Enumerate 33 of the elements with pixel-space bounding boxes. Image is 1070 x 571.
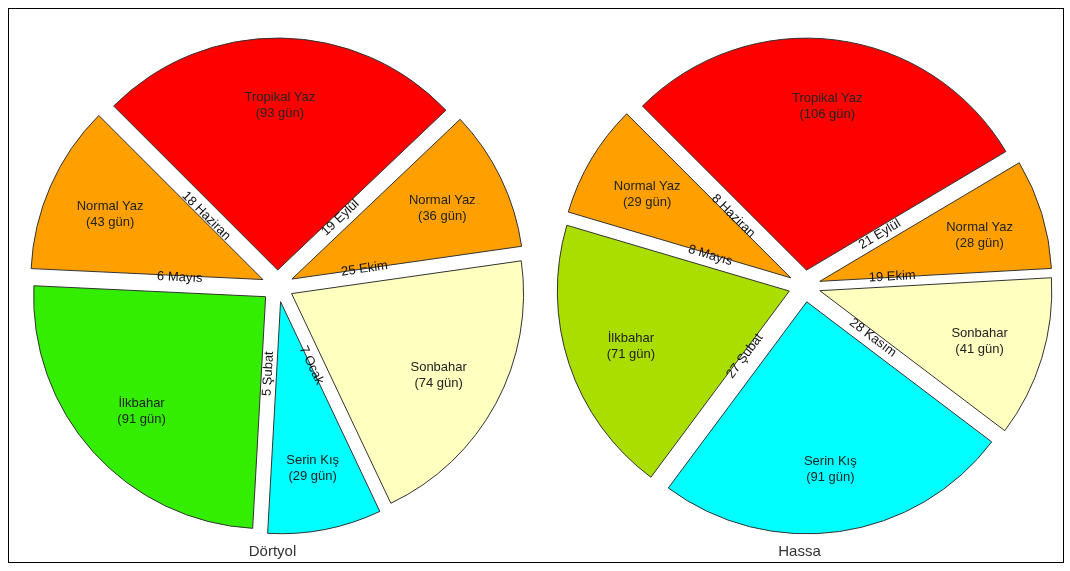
data-label: (43 gün)	[85, 213, 135, 229]
data-label: (29 gün)	[622, 194, 672, 210]
slice-label: Serin Kış	[803, 453, 858, 469]
text: 6 Mayıs	[156, 268, 204, 286]
text: 21 Eylül	[855, 215, 904, 252]
data-label: (29 gün)	[288, 467, 337, 483]
slice-label: Sonbahar	[951, 325, 1009, 341]
text: 25 Ekim	[340, 257, 389, 279]
text: Hassa	[778, 542, 822, 559]
slice-label: İlkbahar	[118, 394, 166, 410]
slice-label: Sonbahar	[410, 358, 468, 374]
slice-label: Tropikal Yaz	[244, 88, 316, 104]
data-label: (91 gün)	[117, 410, 166, 426]
data-label: (36 gün)	[418, 208, 467, 224]
data-label: (41 gün)	[955, 341, 1004, 357]
text: Dörtyol	[248, 542, 297, 559]
text: 8 Mayıs	[686, 241, 735, 269]
slice-label: Tropikal Yaz	[791, 90, 863, 106]
data-label: (71 gün)	[606, 345, 656, 361]
data-label: (74 gün)	[414, 374, 463, 390]
data-label: (106 gün)	[799, 106, 856, 122]
text: 19 Ekim	[868, 267, 917, 285]
data-label: (93 gün)	[255, 104, 305, 120]
data-label: (28 gün)	[955, 234, 1004, 250]
slice-label: Normal Yaz	[613, 178, 681, 194]
slice-label: Normal Yaz	[408, 192, 476, 208]
text: 5 Şubat	[258, 350, 277, 397]
slice-label: Normal Yaz	[946, 218, 1013, 234]
slice-label: İlkbahar	[607, 329, 655, 345]
slice-label: Serin Kış	[286, 451, 340, 467]
data-label: (91 gün)	[806, 469, 855, 485]
slice-label: Normal Yaz	[76, 197, 144, 213]
text: 7 Ocak	[296, 343, 328, 388]
